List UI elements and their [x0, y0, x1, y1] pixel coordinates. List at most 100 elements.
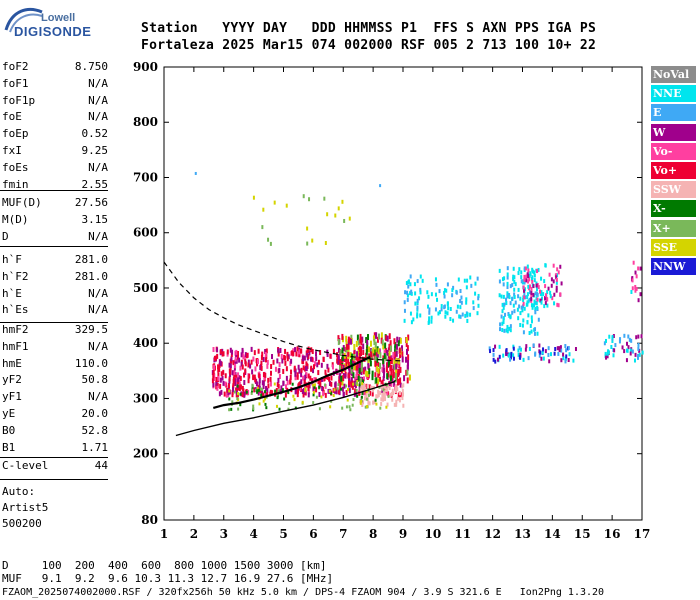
echo-point	[523, 306, 526, 311]
param-label: yF2	[2, 373, 22, 387]
echo-point	[513, 275, 516, 280]
echo-point	[533, 278, 536, 283]
echo-point	[513, 279, 516, 284]
echo-point	[229, 347, 232, 353]
echo-point	[241, 385, 244, 391]
echo-point	[379, 390, 382, 395]
legend-item-nnw: NNW	[651, 258, 696, 275]
echo-point	[336, 387, 339, 391]
echo-point	[348, 379, 351, 386]
echo-point	[527, 356, 530, 361]
echo-point	[276, 393, 279, 397]
separator	[0, 322, 108, 323]
echo-point	[474, 291, 477, 296]
echo-point	[303, 379, 306, 385]
echo-point	[235, 374, 238, 380]
echo-point	[350, 381, 353, 388]
echo-point	[548, 359, 551, 364]
echo-point	[235, 387, 238, 393]
echo-point	[525, 302, 528, 307]
echo-point	[215, 384, 218, 390]
echo-point	[362, 350, 365, 356]
echo-point	[392, 391, 395, 396]
echo-point	[262, 372, 265, 378]
param-value: 110.0	[74, 356, 108, 370]
echo-point	[539, 289, 542, 294]
echo-point	[527, 284, 530, 289]
echo-point	[387, 361, 390, 368]
echo-point	[378, 385, 381, 389]
echo-point	[378, 376, 381, 382]
echo-point	[388, 350, 391, 357]
echo-point	[396, 387, 399, 392]
param-label: h`E	[2, 286, 22, 300]
echo-point	[501, 302, 504, 307]
echo-point	[303, 355, 306, 361]
echo-point	[344, 373, 347, 379]
echo-point	[236, 397, 239, 401]
param-value: 2.55	[81, 177, 109, 191]
echo-point	[369, 340, 372, 347]
echo-point	[469, 312, 472, 317]
echo-point	[222, 369, 225, 375]
echo-point	[457, 277, 460, 282]
echo-point	[300, 379, 303, 385]
echo-point	[269, 376, 272, 382]
echo-point	[361, 361, 364, 368]
echo-point	[240, 361, 243, 367]
echo-point	[341, 363, 344, 369]
echo-point	[531, 303, 534, 308]
x-tick-label: 2	[190, 527, 198, 541]
param-row-fxi: fxI 9.25	[2, 142, 108, 160]
legend-item-e: E	[651, 104, 696, 122]
echo-point	[377, 348, 380, 355]
echo-point	[525, 278, 528, 283]
echo-point	[278, 373, 281, 379]
echo-point	[403, 308, 406, 313]
echo-point	[267, 383, 270, 389]
echo-point	[234, 372, 237, 378]
echo-point	[274, 366, 277, 372]
echo-point	[220, 389, 223, 395]
param-row-clevel: C-level 44	[2, 457, 108, 475]
echo-point	[613, 348, 616, 353]
x-tick-label: 3	[220, 527, 228, 541]
echo-point	[359, 350, 362, 357]
echo-point	[375, 332, 378, 339]
echo-point	[506, 329, 509, 334]
echo-point	[285, 203, 288, 208]
echo-point	[565, 348, 568, 353]
echo-point	[532, 284, 535, 289]
echo-point	[362, 400, 365, 405]
echo-point	[525, 344, 528, 349]
echo-point	[427, 294, 430, 299]
echo-point	[519, 311, 522, 316]
echo-point	[386, 390, 389, 396]
echo-point	[379, 352, 382, 359]
echo-point	[549, 294, 552, 299]
echo-point	[635, 335, 638, 340]
echo-point	[530, 296, 533, 301]
echo-point	[392, 372, 395, 379]
echo-point	[261, 380, 264, 386]
echo-point	[377, 389, 380, 394]
echo-point	[631, 349, 634, 354]
echo-point	[307, 386, 310, 392]
echo-point	[363, 386, 366, 391]
echo-point	[241, 392, 244, 398]
echo-point	[387, 394, 390, 398]
echo-point	[381, 397, 384, 402]
echo-point	[345, 384, 348, 388]
echo-point	[403, 300, 406, 305]
echo-point	[283, 354, 286, 360]
echo-point	[292, 351, 295, 357]
echo-point	[359, 401, 362, 405]
echo-point	[513, 295, 516, 300]
echo-point	[289, 374, 292, 380]
echo-point	[526, 300, 529, 305]
echo-point	[519, 352, 522, 357]
echo-point	[522, 318, 525, 323]
echo-point	[275, 404, 278, 408]
echo-point	[513, 309, 516, 314]
echo-point	[365, 348, 368, 355]
